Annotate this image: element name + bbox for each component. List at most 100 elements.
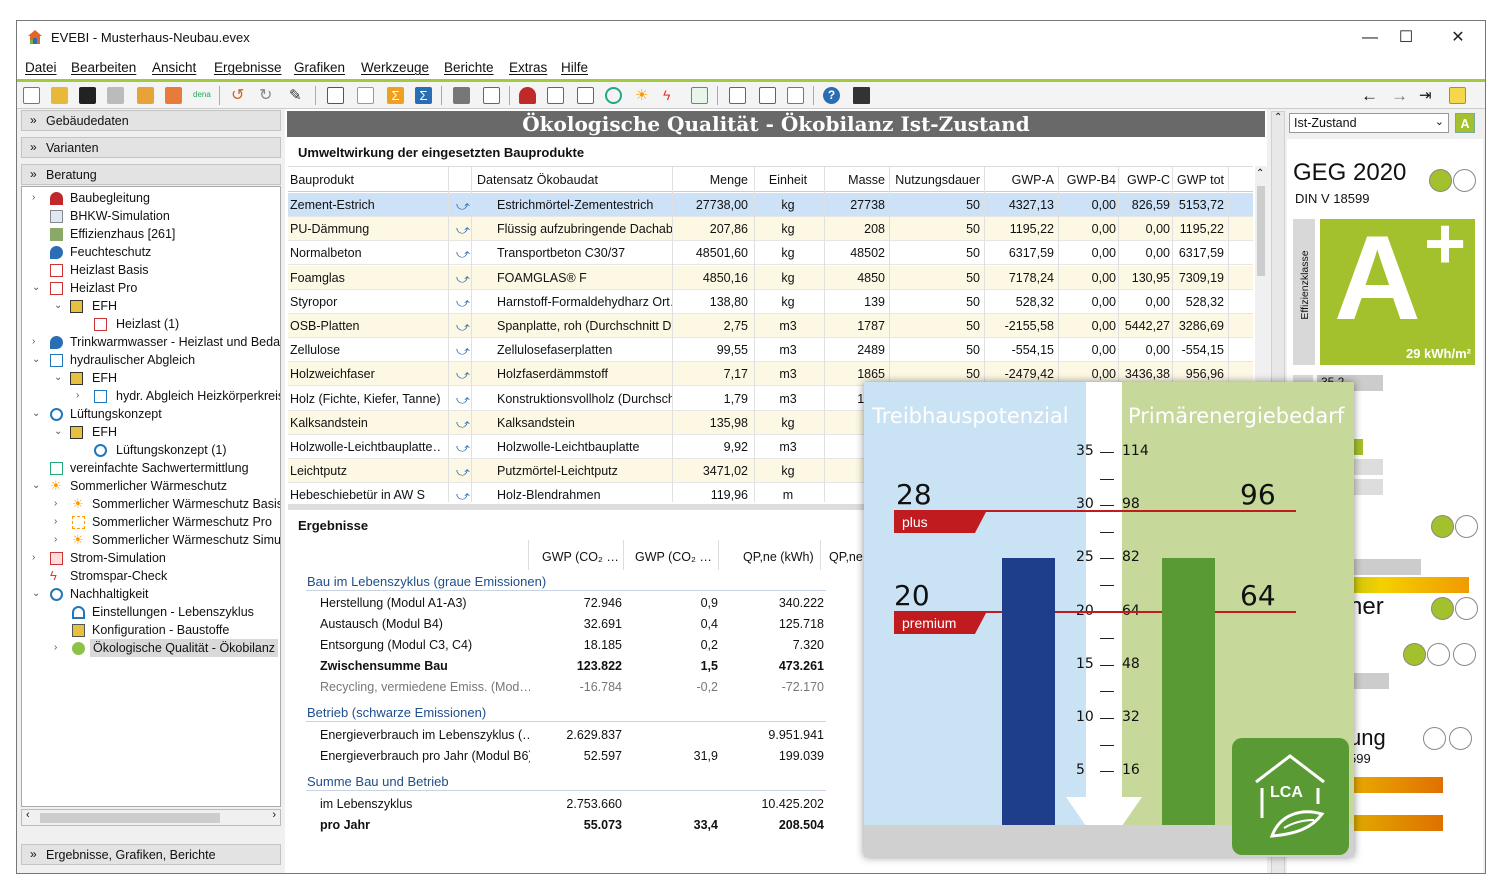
- tree-item[interactable]: ⌄ EFH: [22, 369, 280, 387]
- dataset-link-icon[interactable]: ⤻: [456, 246, 470, 262]
- column-header[interactable]: GWP (CO₂ …: [635, 550, 712, 564]
- tree-item[interactable]: › Sommerlicher Wärmeschutz Pro: [22, 513, 280, 531]
- scroll-thumb[interactable]: [1257, 186, 1265, 276]
- scroll-left-icon[interactable]: ‹: [26, 809, 30, 821]
- accordion-gebaeudedaten[interactable]: » Gebäudedaten: [21, 110, 281, 131]
- hydraulic-icon[interactable]: [577, 87, 594, 104]
- tree-icon[interactable]: [483, 87, 500, 104]
- minimize-icon[interactable]: —: [1362, 29, 1378, 46]
- dataset-link-icon[interactable]: ⤻: [456, 222, 470, 238]
- horizontal-scrollbar[interactable]: ‹ ›: [21, 809, 281, 826]
- ventilation-icon[interactable]: [605, 87, 622, 104]
- dataset-link-icon[interactable]: ⤻: [456, 415, 470, 431]
- tree-item[interactable]: ⌄ Nachhaltigkeit: [22, 585, 280, 603]
- calculator-icon[interactable]: [853, 87, 870, 104]
- tree-item[interactable]: › Baubegleitung: [22, 189, 280, 207]
- tree-item[interactable]: ⌄ hydraulischer Abgleich: [22, 351, 280, 369]
- column-header[interactable]: Menge: [709, 173, 748, 187]
- column-header[interactable]: Einheit: [768, 173, 808, 187]
- wizard-icon[interactable]: ✎: [289, 87, 302, 104]
- arrow-left-icon[interactable]: ←: [1361, 86, 1378, 105]
- umbrella-icon[interactable]: [519, 87, 536, 104]
- tree-item[interactable]: ⌄ EFH: [22, 297, 280, 315]
- accordion-beratung[interactable]: » Beratung: [21, 164, 281, 185]
- column-header[interactable]: GWP tot: [1176, 173, 1224, 187]
- collapse-icon[interactable]: ⌄: [54, 372, 63, 383]
- export-icon[interactable]: [165, 87, 182, 104]
- menu-bearbeiten[interactable]: Bearbeiten: [71, 60, 137, 75]
- chart-icon[interactable]: [1449, 87, 1466, 104]
- dataset-link-icon[interactable]: ⤻: [456, 343, 470, 359]
- lightning-icon[interactable]: ϟ: [663, 87, 671, 103]
- undo-icon[interactable]: ↺: [231, 87, 245, 104]
- table-row[interactable]: ⤻ Zellulose Zellulosefaserplatten 99,55 m3 24…: [288, 338, 1253, 363]
- menu-ansicht[interactable]: Ansicht: [152, 60, 197, 75]
- menu-datei[interactable]: Datei: [25, 60, 57, 75]
- tree-item[interactable]: ⌄ ☀ Sommerlicher Wärmeschutz: [22, 477, 280, 495]
- dataset-link-icon[interactable]: ⤻: [456, 270, 470, 286]
- expand-icon[interactable]: ›: [32, 336, 36, 347]
- tree-item[interactable]: ⌄ Lüftungskonzept: [22, 405, 280, 423]
- table-row[interactable]: ⤻ Normalbeton Transportbeton C30/37 48501,6…: [288, 241, 1253, 266]
- tree-item[interactable]: Einstellungen - Lebenszyklus: [22, 603, 280, 621]
- column-header[interactable]: GWP-C: [1126, 173, 1170, 187]
- expand-icon[interactable]: ›: [54, 642, 58, 653]
- dena-icon[interactable]: dena: [193, 90, 211, 99]
- save-icon[interactable]: [79, 87, 96, 104]
- list-icon[interactable]: [357, 87, 374, 104]
- column-header[interactable]: Bauprodukt: [290, 173, 354, 187]
- arrow-right-icon[interactable]: →: [1391, 86, 1408, 105]
- dataset-link-icon[interactable]: ⤻: [456, 198, 470, 213]
- menu-extras[interactable]: Extras: [509, 60, 548, 75]
- column-header[interactable]: QP,ne (kWh): [743, 550, 814, 564]
- table-row[interactable]: ⤻ Styropor Harnstoff-Formaldehydharz Ort… 1…: [288, 290, 1253, 314]
- tree-item[interactable]: Effizienzhaus [261]: [22, 225, 280, 243]
- tree-item-selected[interactable]: › Ökologische Qualität - Ökobilanz: [22, 639, 280, 657]
- redo-icon[interactable]: ↻: [259, 87, 273, 104]
- table-row[interactable]: ⤻ Foamglas FOAMGLAS® F 4850,16 kg 4850 50 7178,…: [288, 265, 1253, 290]
- structure-icon[interactable]: [453, 87, 470, 104]
- tree-item[interactable]: ⌄ EFH: [22, 423, 280, 441]
- tree-item[interactable]: Heizlast Basis: [22, 261, 280, 279]
- tree-item[interactable]: › hydr. Abgleich Heizkörperkreis: [22, 387, 280, 405]
- collapse-icon[interactable]: ⌄: [32, 354, 41, 365]
- column-header[interactable]: Nutzungsdauer: [895, 173, 980, 187]
- expand-icon[interactable]: ›: [76, 390, 80, 401]
- table-row[interactable]: ⤻ PU-Dämmung Flüssig aufzubringende Dachab…: [288, 217, 1253, 242]
- table-row[interactable]: ⤻ OSB-Platten Spanplatte, roh (Durchschnit…: [288, 314, 1253, 338]
- open-folder-icon[interactable]: [51, 87, 68, 104]
- heatload-icon[interactable]: [547, 87, 564, 104]
- accordion-ergebnisse[interactable]: » Ergebnisse, Grafiken, Berichte: [21, 844, 281, 865]
- menu-ergebnisse[interactable]: Ergebnisse: [214, 60, 282, 75]
- new-file-icon[interactable]: [23, 87, 40, 104]
- dataset-link-icon[interactable]: ⤻: [456, 488, 470, 502]
- expand-icon[interactable]: ›: [54, 516, 58, 527]
- collapse-icon[interactable]: ⌄: [54, 300, 63, 311]
- collapse-icon[interactable]: ⌄: [32, 408, 41, 419]
- tree-item[interactable]: › Trinkwarmwasser - Heizlast und Bedarf: [22, 333, 280, 351]
- export-report-icon[interactable]: [787, 87, 804, 104]
- scroll-up-icon[interactable]: ⌃: [1274, 112, 1283, 123]
- scroll-thumb[interactable]: [40, 813, 220, 823]
- sun-icon[interactable]: ☀: [635, 87, 649, 104]
- tree-item[interactable]: Heizlast (1): [22, 315, 280, 333]
- variant-select[interactable]: Ist-Zustand ⌄: [1289, 113, 1449, 133]
- column-header[interactable]: GWP-B4: [1066, 173, 1116, 187]
- dataset-link-icon[interactable]: ⤻: [456, 319, 470, 334]
- sum-blue-icon[interactable]: Σ: [415, 87, 432, 104]
- tree-item[interactable]: vereinfachte Sachwertermittlung: [22, 459, 280, 477]
- import-icon[interactable]: [137, 87, 154, 104]
- expand-icon[interactable]: ›: [54, 498, 58, 509]
- tree-item[interactable]: › ☀ Sommerlicher Wärmeschutz Basis: [22, 495, 280, 513]
- column-header[interactable]: Datensatz Ökobaudat: [477, 173, 598, 187]
- accordion-varianten[interactable]: » Varianten: [21, 137, 281, 158]
- house-icon[interactable]: [691, 87, 708, 104]
- dataset-link-icon[interactable]: ⤻: [456, 440, 470, 455]
- table-row-selected[interactable]: ⤻ Zement-Estrich Estrichmörtel-Zementestri…: [288, 193, 1253, 217]
- arrow-end-icon[interactable]: ⇥: [1419, 87, 1432, 104]
- scroll-up-icon[interactable]: ⌃: [1256, 168, 1265, 179]
- collapse-icon[interactable]: ⌄: [32, 588, 41, 599]
- expand-icon[interactable]: ›: [54, 534, 58, 545]
- menu-hilfe[interactable]: Hilfe: [561, 60, 589, 75]
- table-row[interactable]: ⤻ Hebeschiebetür in AW S Holz-Blendrahmen 1…: [288, 483, 1253, 502]
